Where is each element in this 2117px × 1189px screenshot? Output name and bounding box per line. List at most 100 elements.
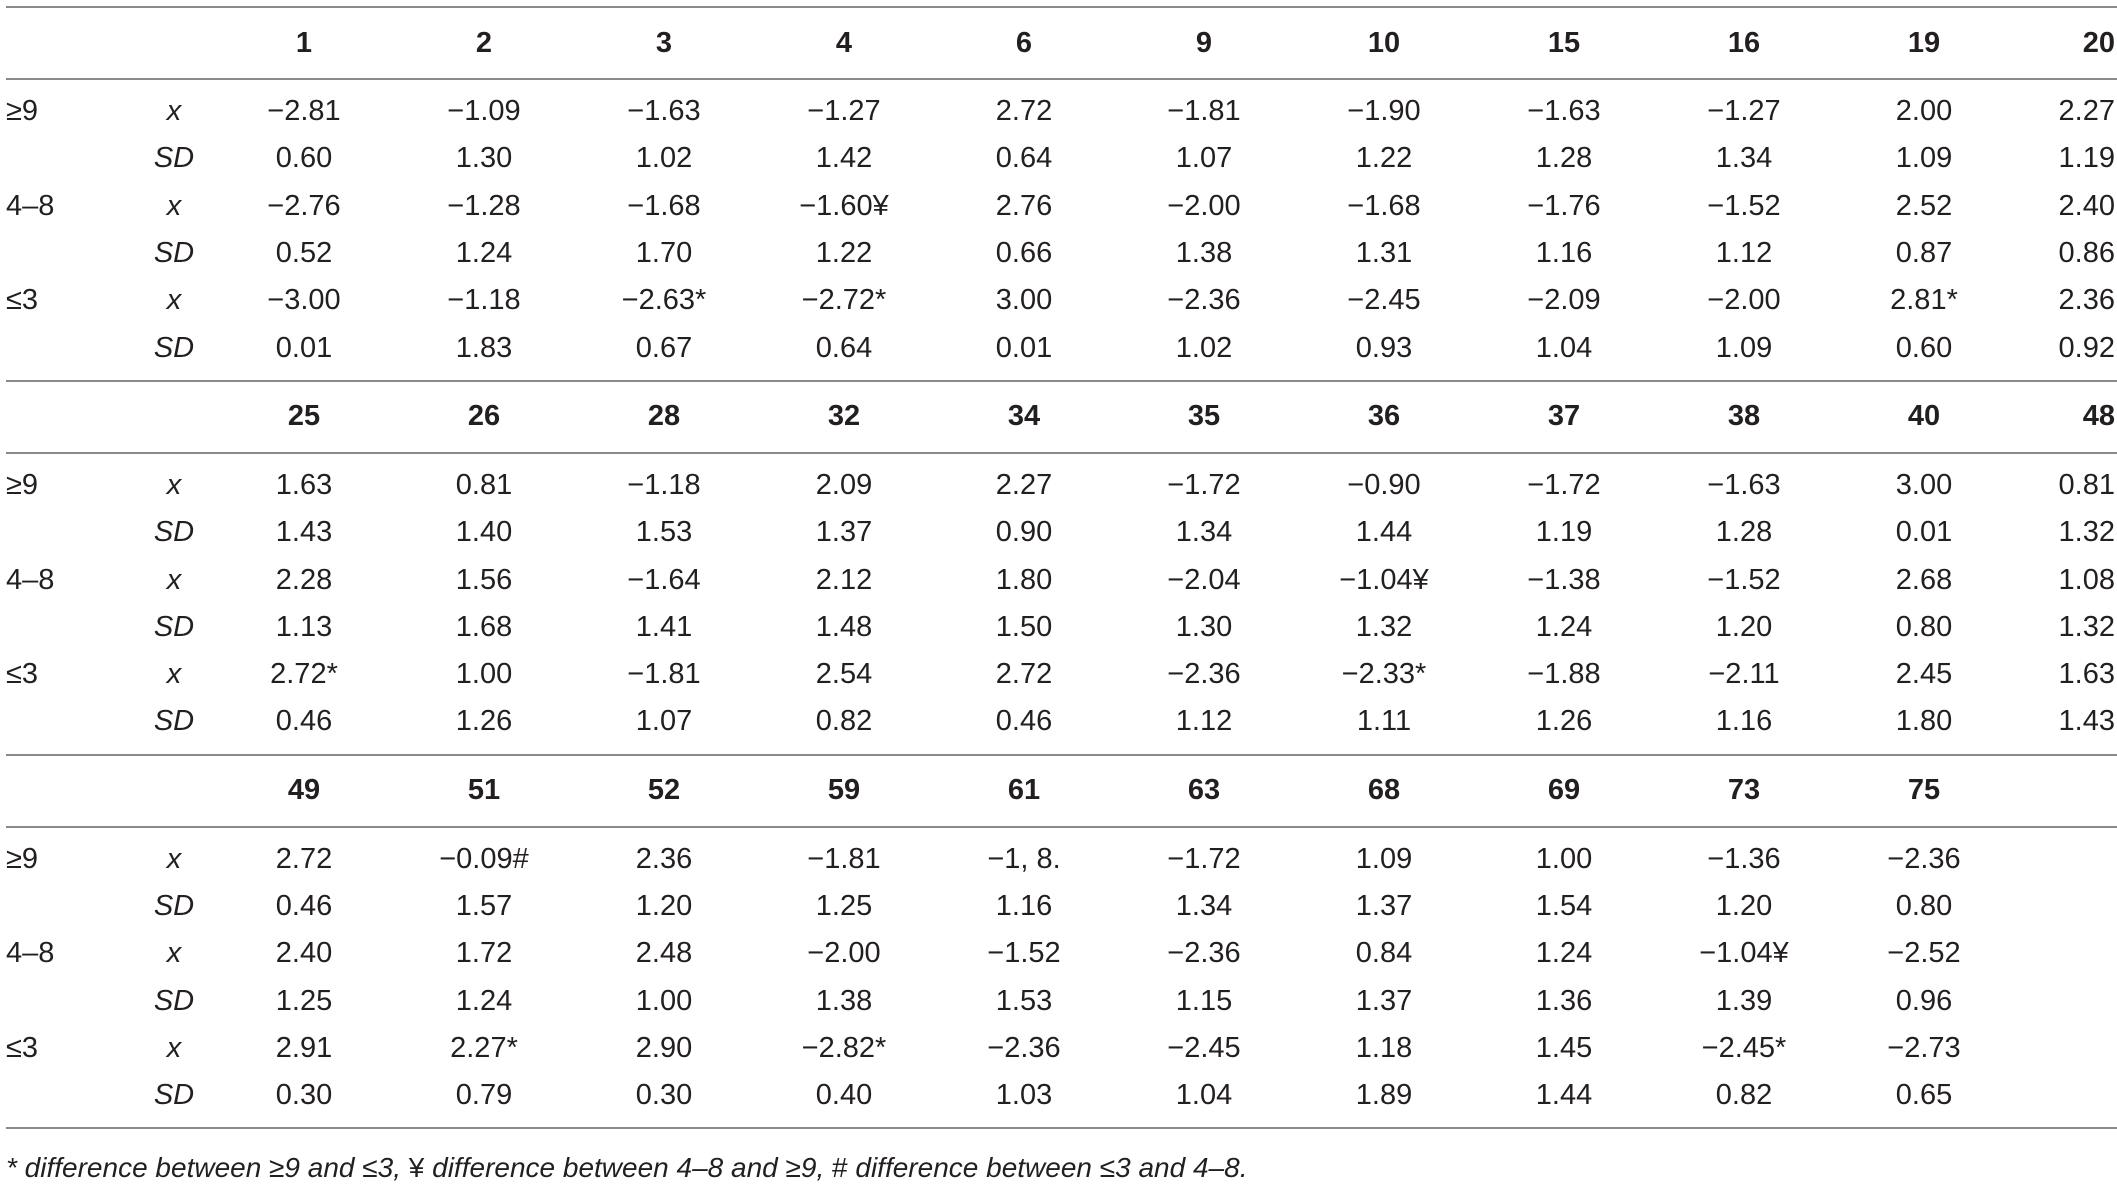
- table-cell: −1, 8.: [987, 842, 1061, 875]
- table-cell: [2014, 1025, 2117, 1072]
- group-label: ≥9: [6, 95, 39, 128]
- table-cell: 2.76: [995, 189, 1053, 222]
- table-cell: −1.52: [1707, 563, 1781, 596]
- table-cell: 1.02: [1175, 331, 1233, 364]
- table-cell: 1.37: [1355, 984, 1413, 1017]
- table-cell: −1.68: [1347, 189, 1421, 222]
- table-cell: −1.52: [987, 937, 1061, 970]
- table-cell: 2.00: [1895, 95, 1953, 128]
- column-header: 32: [827, 400, 861, 433]
- statistic-label: SD: [153, 984, 195, 1017]
- table-cell: 1.57: [455, 890, 513, 922]
- table-cell: 1.19: [2058, 142, 2115, 175]
- table-row: 4–8 x 2.28 1.56 −1.64 2.12 1.80 −2.04 −1.04¥ −1.3…: [6, 556, 2117, 603]
- group-label: ≤3: [6, 658, 39, 691]
- table-cell: 3.00: [995, 284, 1053, 317]
- table-cell: −1.09: [447, 95, 521, 128]
- table-cell: 1.80: [1895, 705, 1953, 738]
- column-header: 26: [467, 400, 501, 433]
- table-row: SD 0.52 1.24 1.70 1.22 0.66 1.38 1.31 1.16 1.12 0.…: [6, 230, 2117, 277]
- table-cell: 2.40: [275, 937, 333, 970]
- group-label: ≥9: [6, 468, 39, 501]
- table-cell: 1.54: [1535, 890, 1593, 922]
- table-cell: 0.60: [275, 142, 333, 175]
- statistic-label: x: [166, 563, 182, 596]
- table-cell: 1.00: [635, 984, 693, 1017]
- statistic-label: x: [166, 658, 182, 691]
- column-header: 36: [1367, 400, 1401, 433]
- column-header: 2: [475, 26, 493, 59]
- table-cell: 0.84: [1355, 937, 1413, 970]
- table-cell: 1.25: [275, 984, 333, 1017]
- group-label: [6, 604, 134, 651]
- table-cell: 1.32: [2058, 516, 2115, 549]
- table-cell: 0.46: [275, 890, 333, 922]
- header-spacer: [6, 7, 134, 79]
- table-cell: 1.09: [1715, 331, 1773, 364]
- table-cell: 1.16: [1535, 237, 1593, 270]
- statistic-label: SD: [153, 1079, 195, 1112]
- footnote-part-3: difference between ≤3 and 4–8.: [847, 1152, 1248, 1183]
- group-label: 4–8: [6, 189, 55, 222]
- table-cell: 1.36: [1535, 984, 1593, 1017]
- statistic-label: x: [166, 842, 182, 875]
- column-header: 63: [1187, 774, 1221, 807]
- table-cell: 1.20: [1715, 890, 1773, 922]
- table-cell: −1.81: [807, 842, 881, 875]
- statistic-label: x: [166, 937, 182, 970]
- column-header: 9: [1195, 26, 1213, 59]
- table-footnote: * difference between ≥9 and ≤3, ¥ differ…: [6, 1152, 1247, 1184]
- group-label: [6, 977, 134, 1024]
- table-cell: −2.00: [1167, 189, 1241, 222]
- table-cell: −0.09#: [439, 842, 529, 875]
- table-cell: 0.46: [275, 705, 333, 738]
- table-row: ≥9 x 2.72 −0.09# 2.36 −1.81 −1, 8. −1.72 1.09 1.0…: [6, 827, 2117, 883]
- table-row: ≤3 x 2.72* 1.00 −1.81 2.54 2.72 −2.36 −2.33* −1.8…: [6, 651, 2117, 698]
- table-cell: 1.15: [1175, 984, 1233, 1017]
- table-cell: 1.08: [2058, 563, 2115, 596]
- table-cell: 2.68: [1895, 563, 1953, 596]
- table-cell: 1.11: [1356, 705, 1412, 738]
- column-header: 19: [1907, 26, 1941, 59]
- column-header: 48: [2082, 400, 2115, 433]
- table-cell: −1.72: [1527, 468, 1601, 501]
- statistic-label: x: [166, 468, 182, 501]
- table-cell: 1.30: [455, 142, 513, 175]
- group-label: [6, 698, 134, 754]
- column-header: 20: [2082, 26, 2115, 59]
- group-label: [6, 509, 134, 556]
- table-cell: 0.92: [2058, 331, 2115, 364]
- table-cell: −1.18: [447, 284, 521, 317]
- table-row: SD 1.25 1.24 1.00 1.38 1.53 1.15 1.37 1.36 1.39 0.…: [6, 977, 2117, 1024]
- table-cell: −1.81: [1167, 95, 1241, 128]
- table-row: SD 0.46 1.57 1.20 1.25 1.16 1.34 1.37 1.54 1.20 0.…: [6, 883, 2117, 930]
- statistic-label: SD: [153, 516, 195, 549]
- table-cell: −1.63: [1707, 468, 1781, 501]
- table-cell: 2.72: [995, 658, 1053, 691]
- table-cell: 2.72*: [270, 658, 338, 691]
- table-cell: 0.01: [995, 331, 1053, 364]
- table-cell: 1.39: [1715, 984, 1773, 1017]
- table-cell: 0.01: [1895, 516, 1953, 549]
- table-cell: 1.83: [455, 331, 513, 364]
- table-cell: −2.09: [1527, 284, 1601, 317]
- table-cell: −1.88: [1527, 658, 1601, 691]
- table-cell: 1.30: [1175, 610, 1233, 643]
- table-cell: [2014, 1072, 2117, 1127]
- table-cell: −1.63: [627, 95, 701, 128]
- statistic-label: SD: [153, 610, 195, 643]
- table-cell: 1.07: [1175, 142, 1233, 175]
- table-cell: 1.13: [275, 610, 333, 643]
- column-header: 49: [287, 774, 321, 807]
- footnote-part-1: * difference between ≥9 and ≤3,: [6, 1152, 409, 1183]
- table-cell: 1.26: [1535, 705, 1593, 738]
- column-header: 68: [1367, 774, 1401, 807]
- table-cell: −1.04¥: [1339, 563, 1429, 596]
- table-cell: 0.90: [995, 516, 1053, 549]
- table-cell: −2.45: [1167, 1031, 1241, 1064]
- table-cell: 1.22: [815, 237, 873, 270]
- column-header: 59: [827, 774, 861, 807]
- table-bottom-rule: [6, 1127, 2117, 1129]
- table-cell: [2014, 883, 2117, 930]
